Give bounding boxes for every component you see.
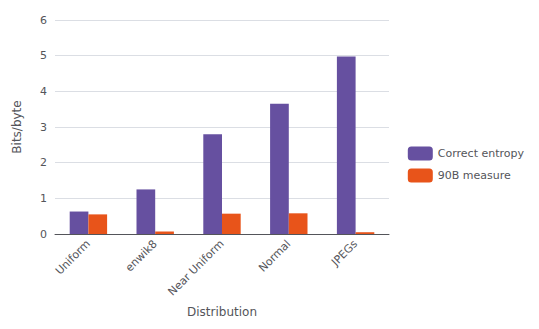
svg-text:5: 5 (40, 49, 47, 62)
svg-text:2: 2 (40, 156, 47, 169)
svg-text:JPEGs: JPEGs (328, 237, 360, 269)
svg-text:0: 0 (40, 228, 47, 241)
svg-text:90B measure: 90B measure (438, 169, 511, 182)
svg-text:3: 3 (40, 121, 47, 134)
svg-text:4: 4 (40, 85, 47, 98)
svg-text:1: 1 (40, 192, 47, 205)
svg-text:6: 6 (40, 14, 47, 27)
svg-text:Normal: Normal (256, 237, 293, 274)
svg-text:enwik8: enwik8 (123, 237, 160, 274)
svg-text:Correct entropy: Correct entropy (438, 147, 525, 160)
svg-text:Near Uniform: Near Uniform (166, 237, 227, 298)
svg-text:Uniform: Uniform (53, 237, 93, 277)
svg-text:Bits/byte: Bits/byte (10, 100, 24, 153)
svg-text:Distribution: Distribution (187, 305, 257, 319)
